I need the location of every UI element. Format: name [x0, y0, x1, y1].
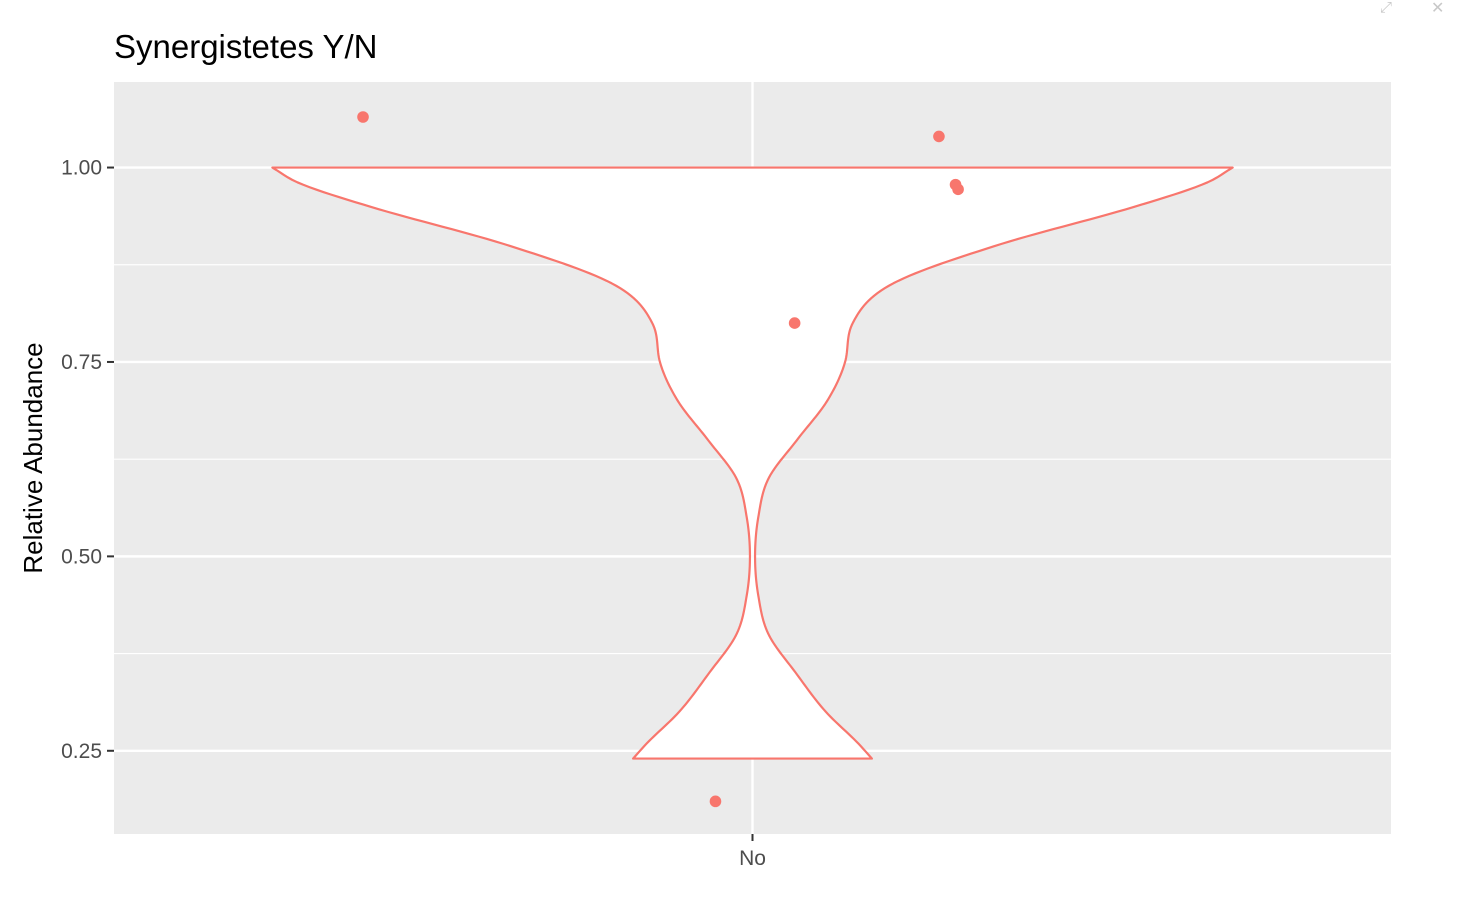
points-layer: [357, 111, 964, 808]
data-point: [952, 183, 964, 196]
data-point: [709, 795, 722, 808]
x-tick-label: No: [739, 847, 766, 870]
y-axis-title: Relative Abundance: [18, 342, 48, 573]
y-tick-label: 1.00: [61, 157, 102, 180]
violin-shape-no: [271, 166, 1234, 760]
x-axis: No: [739, 834, 766, 870]
data-point: [788, 317, 801, 329]
data-point: [357, 111, 369, 123]
chart-title: Synergistetes Y/N: [114, 28, 378, 65]
data-point: [933, 130, 945, 143]
violin-layer: [271, 166, 1234, 760]
y-axis: 0.25 0.50 0.75 1.00: [61, 157, 114, 763]
y-tick-label: 0.75: [61, 351, 102, 374]
close-icon[interactable]: ✕: [1431, 0, 1445, 17]
expand-icon[interactable]: ⤢: [1380, 0, 1393, 16]
y-tick-label: 0.50: [61, 545, 102, 568]
y-tick-label: 0.25: [61, 740, 102, 763]
